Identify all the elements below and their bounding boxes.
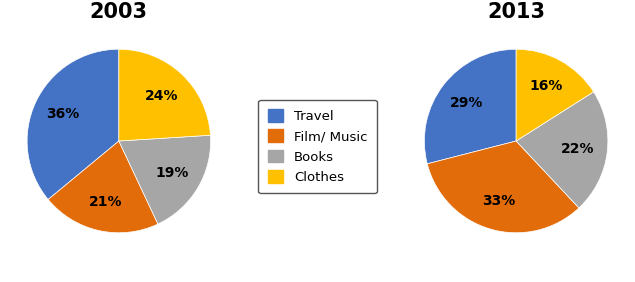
Text: 22%: 22% xyxy=(561,142,595,156)
Text: 33%: 33% xyxy=(482,194,516,208)
Wedge shape xyxy=(427,141,579,233)
Wedge shape xyxy=(119,49,210,141)
Wedge shape xyxy=(516,92,608,208)
Wedge shape xyxy=(48,141,158,233)
Wedge shape xyxy=(27,49,119,199)
Wedge shape xyxy=(516,49,594,141)
Text: 16%: 16% xyxy=(530,79,563,93)
Text: 36%: 36% xyxy=(46,107,79,122)
Legend: Travel, Film/ Music, Books, Clothes: Travel, Film/ Music, Books, Clothes xyxy=(258,100,377,193)
Text: 21%: 21% xyxy=(88,195,122,209)
Text: 29%: 29% xyxy=(450,96,483,110)
Wedge shape xyxy=(119,135,211,224)
Title: 2013: 2013 xyxy=(487,2,545,22)
Wedge shape xyxy=(424,49,516,164)
Title: 2003: 2003 xyxy=(90,2,148,22)
Text: 19%: 19% xyxy=(156,166,189,180)
Text: 24%: 24% xyxy=(145,89,178,103)
